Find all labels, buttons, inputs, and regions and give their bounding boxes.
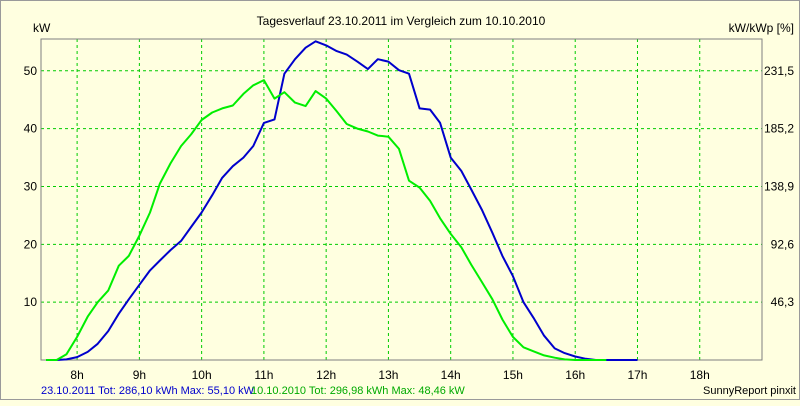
x-tick-label: 18h <box>690 368 710 382</box>
legend-series-2: 10.10.2010 Tot: 296,98 kWh Max: 48,46 kW <box>251 385 465 397</box>
y2-tick-label: 138,9 <box>764 179 794 193</box>
x-tick-label: 16h <box>565 368 585 382</box>
y-tick-label: 30 <box>24 179 38 193</box>
x-tick-label: 10h <box>192 368 212 382</box>
x-tick-label: 8h <box>70 368 83 382</box>
chart-title: Tagesverlauf 23.10.2011 im Vergleich zum… <box>257 14 546 28</box>
y2-tick-label: 231,5 <box>764 64 794 78</box>
x-tick-label: 12h <box>316 368 336 382</box>
grid <box>41 39 762 360</box>
y-tick-label: 50 <box>24 64 38 78</box>
credit: SunnyReport pinxit <box>703 385 796 397</box>
y-tick-label: 20 <box>24 237 38 251</box>
series-line-2 <box>46 79 607 361</box>
x-tick-label: 17h <box>627 368 647 382</box>
y2-tick-labels: 46,3 92,6 138,9 185,2 231,5 <box>764 64 794 309</box>
left-axis-unit: kW <box>33 21 51 35</box>
x-tick-label: 14h <box>441 368 461 382</box>
x-tick-label: 13h <box>378 368 398 382</box>
x-tick-label: 15h <box>503 368 523 382</box>
series-line-1 <box>46 40 638 361</box>
right-axis-unit: kW/kWp [%] <box>729 21 794 35</box>
legend-series-1: 23.10.2011 Tot: 286,10 kWh Max: 55,10 kW <box>41 385 255 397</box>
y-tick-label: 10 <box>24 295 38 309</box>
y2-tick-label: 46,3 <box>771 295 795 309</box>
y-tick-labels: 10 20 30 40 50 <box>24 64 38 309</box>
x-tick-labels: 8h 9h 10h 11h 12h 13h 14h 15h 16h 17h 18h <box>70 368 709 382</box>
plot-frame <box>40 38 763 361</box>
series-layer <box>46 40 638 361</box>
y2-tick-label: 185,2 <box>764 122 794 136</box>
x-tick-label: 9h <box>133 368 146 382</box>
x-tick-label: 11h <box>254 368 273 382</box>
y-tick-label: 40 <box>24 122 38 136</box>
y2-tick-label: 92,6 <box>771 237 795 251</box>
